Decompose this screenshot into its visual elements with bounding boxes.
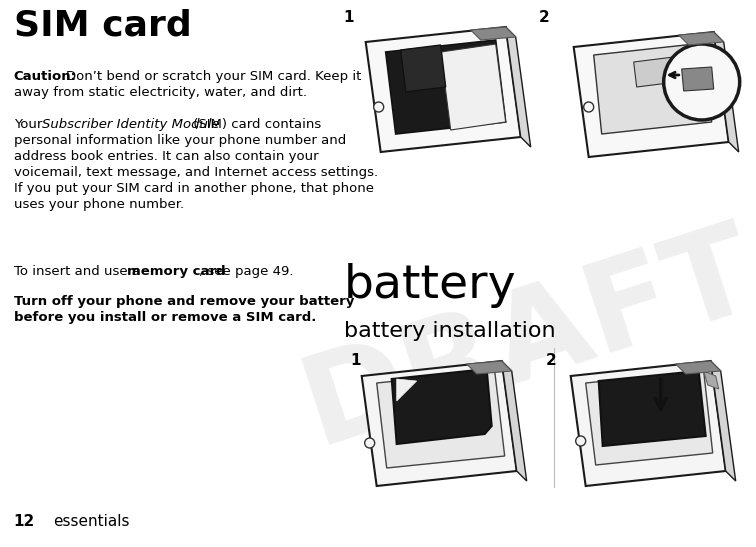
Text: battery installation: battery installation <box>344 321 556 341</box>
Text: voicemail, text message, and Internet access settings.: voicemail, text message, and Internet ac… <box>14 166 378 179</box>
Text: (SIM) card contains: (SIM) card contains <box>188 118 321 131</box>
Text: If you put your SIM card in another phone, that phone: If you put your SIM card in another phon… <box>14 182 373 195</box>
Polygon shape <box>386 40 506 134</box>
Text: away from static electricity, water, and dirt.: away from static electricity, water, and… <box>14 86 307 99</box>
Text: SIM card: SIM card <box>14 8 191 42</box>
Polygon shape <box>714 32 739 152</box>
Polygon shape <box>397 379 417 401</box>
Text: 2: 2 <box>539 10 550 25</box>
Text: , see page 49.: , see page 49. <box>199 265 293 278</box>
Polygon shape <box>376 371 505 468</box>
Text: memory card: memory card <box>126 265 225 278</box>
Polygon shape <box>574 32 729 157</box>
Text: 2: 2 <box>546 353 556 368</box>
Polygon shape <box>361 361 516 486</box>
Polygon shape <box>471 27 516 40</box>
Circle shape <box>364 438 375 448</box>
Polygon shape <box>704 371 719 389</box>
Polygon shape <box>586 371 713 465</box>
Text: address book entries. It can also contain your: address book entries. It can also contai… <box>14 150 318 163</box>
Text: battery: battery <box>344 263 516 308</box>
Polygon shape <box>679 32 723 45</box>
Polygon shape <box>711 361 736 481</box>
Circle shape <box>373 102 384 112</box>
Polygon shape <box>366 27 521 152</box>
Text: personal information like your phone number and: personal information like your phone num… <box>14 134 345 147</box>
Polygon shape <box>593 43 711 134</box>
Text: To insert and use a: To insert and use a <box>14 265 144 278</box>
Polygon shape <box>571 361 726 486</box>
Polygon shape <box>441 44 506 130</box>
Polygon shape <box>634 57 677 87</box>
Circle shape <box>575 436 586 446</box>
Text: essentials: essentials <box>54 514 130 529</box>
Polygon shape <box>502 361 527 481</box>
Text: 12: 12 <box>14 514 35 529</box>
Text: DRAFT: DRAFT <box>288 210 756 469</box>
Polygon shape <box>401 45 446 92</box>
Text: Turn off your phone and remove your battery: Turn off your phone and remove your batt… <box>14 295 354 308</box>
Text: Caution:: Caution: <box>14 70 76 83</box>
Polygon shape <box>682 67 714 91</box>
Text: 1: 1 <box>344 10 355 25</box>
Polygon shape <box>676 361 720 374</box>
Polygon shape <box>466 361 512 374</box>
Polygon shape <box>506 27 531 147</box>
Circle shape <box>664 44 739 120</box>
Circle shape <box>584 102 593 112</box>
Text: before you install or remove a SIM card.: before you install or remove a SIM card. <box>14 311 316 324</box>
Text: uses your phone number.: uses your phone number. <box>14 198 184 211</box>
Polygon shape <box>599 371 705 446</box>
Text: Your: Your <box>14 118 46 131</box>
Text: 1: 1 <box>351 353 361 368</box>
Text: Don’t bend or scratch your SIM card. Keep it: Don’t bend or scratch your SIM card. Kee… <box>66 70 361 83</box>
Polygon shape <box>392 369 491 444</box>
Text: Subscriber Identity Module: Subscriber Identity Module <box>42 118 219 131</box>
